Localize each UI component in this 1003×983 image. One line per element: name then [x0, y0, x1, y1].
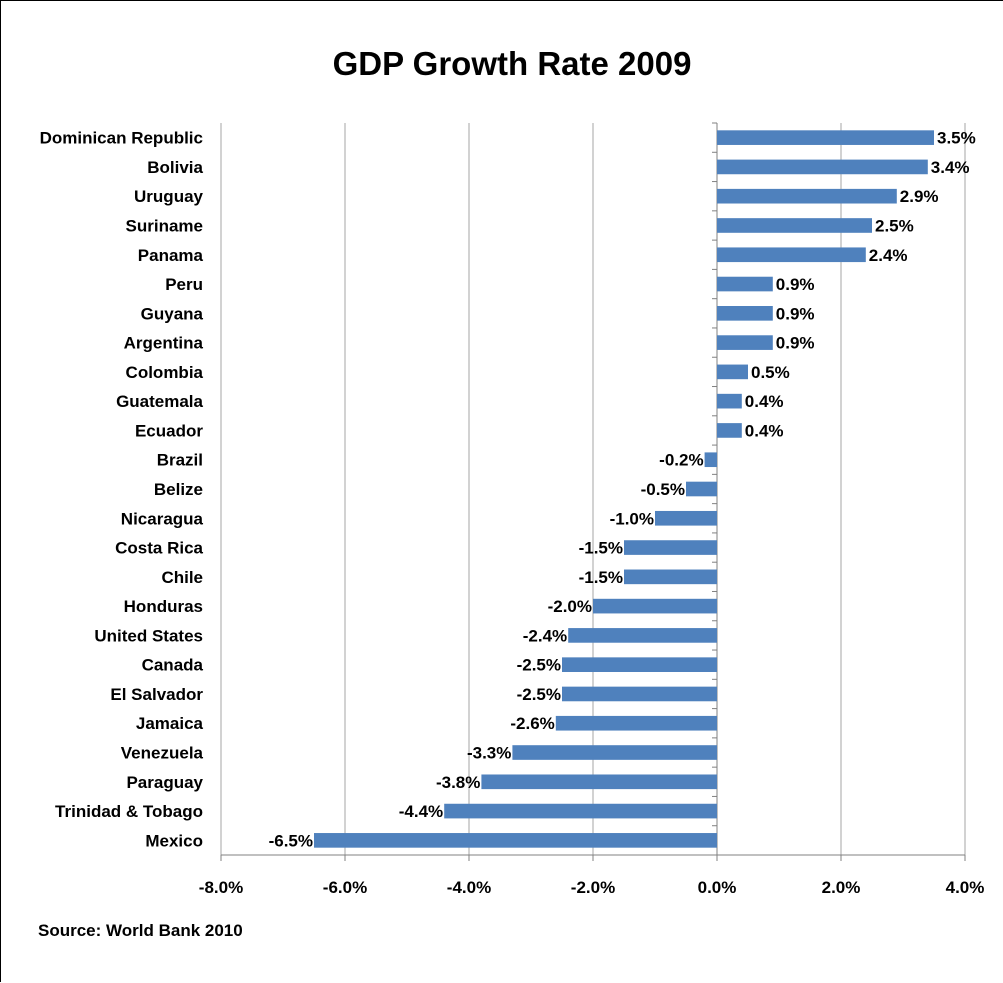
bar [717, 423, 742, 438]
data-label: -6.5% [269, 831, 313, 850]
category-label: Bolivia [147, 158, 203, 177]
bar [568, 628, 717, 643]
x-tick-label: 0.0% [698, 878, 737, 897]
category-label: Argentina [124, 334, 204, 353]
x-tick-label: -8.0% [199, 878, 243, 897]
data-label: -3.8% [436, 773, 480, 792]
category-label: Trinidad & Tobago [55, 802, 203, 821]
category-label: Paraguay [126, 773, 203, 792]
x-tick-label: 2.0% [822, 878, 861, 897]
data-label: 2.9% [900, 187, 939, 206]
bar [717, 218, 872, 233]
data-label: -2.6% [510, 714, 554, 733]
data-label: 0.9% [776, 334, 815, 353]
data-label: 3.5% [937, 129, 976, 148]
data-label: -0.2% [659, 451, 703, 470]
category-label: Honduras [124, 597, 203, 616]
category-label: United States [94, 626, 203, 645]
bar [562, 657, 717, 672]
data-label: -2.0% [548, 597, 592, 616]
data-label: 0.9% [776, 275, 815, 294]
x-tick-label: 4.0% [946, 878, 985, 897]
data-label: -2.4% [523, 626, 567, 645]
bar [593, 598, 717, 614]
category-label: Brazil [157, 451, 203, 470]
category-label: Guyana [141, 304, 204, 323]
category-label: Ecuador [135, 421, 203, 440]
bar [717, 276, 773, 292]
data-label: -1.0% [610, 509, 654, 528]
data-label: 2.4% [869, 246, 908, 265]
bar [314, 833, 717, 848]
bar [717, 306, 773, 321]
category-label: Guatemala [116, 392, 203, 411]
data-label: 2.5% [875, 216, 914, 235]
bar [562, 686, 717, 702]
category-label: Jamaica [136, 714, 204, 733]
category-label: Costa Rica [115, 539, 203, 558]
category-label: Mexico [145, 831, 203, 850]
category-label: Canada [142, 656, 204, 675]
bar [717, 393, 742, 409]
data-label: 0.4% [745, 392, 784, 411]
bar [481, 774, 717, 790]
source-note: Source: World Bank 2010 [38, 921, 243, 940]
category-label: Uruguay [134, 187, 204, 206]
category-label: Suriname [126, 216, 203, 235]
bar [717, 364, 748, 380]
data-label: -1.5% [579, 568, 623, 587]
data-label: 0.9% [776, 304, 815, 323]
category-label: Nicaragua [121, 509, 204, 528]
bar [624, 540, 717, 555]
x-tick-label: -4.0% [447, 878, 491, 897]
category-label: Venezuela [121, 744, 204, 763]
data-label: -1.5% [579, 539, 623, 558]
category-label: Peru [165, 275, 203, 294]
bar [686, 481, 717, 497]
bar [717, 188, 897, 204]
x-tick-label: -6.0% [323, 878, 367, 897]
data-label: 0.4% [745, 421, 784, 440]
bar [717, 130, 934, 145]
bar [444, 803, 717, 819]
category-label: Belize [154, 480, 203, 499]
bar [717, 247, 866, 263]
data-label: -2.5% [517, 656, 561, 675]
data-label: -4.4% [399, 802, 443, 821]
category-label: El Salvador [110, 685, 203, 704]
data-label: -3.3% [467, 744, 511, 763]
data-label: 3.4% [931, 158, 970, 177]
bar [704, 452, 717, 468]
data-label: 0.5% [751, 363, 790, 382]
data-label: -0.5% [641, 480, 685, 499]
data-label: -2.5% [517, 685, 561, 704]
bar [717, 159, 928, 175]
bar [717, 335, 773, 350]
category-label: Chile [161, 568, 203, 587]
bar [512, 745, 717, 760]
bar [624, 569, 717, 585]
x-tick-label: -2.0% [571, 878, 615, 897]
bar [555, 715, 717, 731]
chart-title: GDP Growth Rate 2009 [332, 45, 692, 82]
bar [655, 510, 717, 526]
category-label: Colombia [126, 363, 204, 382]
category-label: Dominican Republic [40, 129, 203, 148]
category-label: Panama [138, 246, 204, 265]
